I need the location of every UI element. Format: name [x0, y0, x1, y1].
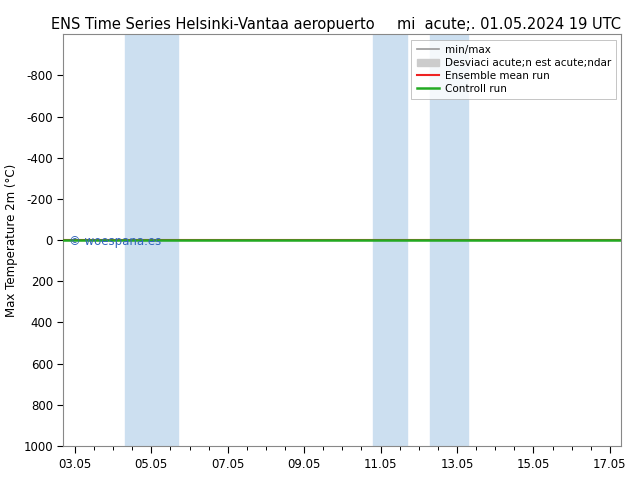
Text: © woespana.es: © woespana.es	[69, 235, 161, 248]
Bar	[124, 34, 152, 446]
Bar	[430, 34, 469, 446]
Text: mi  acute;. 01.05.2024 19 UTC: mi acute;. 01.05.2024 19 UTC	[398, 17, 621, 32]
Bar	[152, 34, 178, 446]
Bar	[373, 34, 407, 446]
Legend: min/max, Desviaci acute;n est acute;ndar, Ensemble mean run, Controll run: min/max, Desviaci acute;n est acute;ndar…	[411, 40, 616, 99]
Text: ENS Time Series Helsinki-Vantaa aeropuerto: ENS Time Series Helsinki-Vantaa aeropuer…	[51, 17, 374, 32]
Y-axis label: Max Temperature 2m (°C): Max Temperature 2m (°C)	[5, 164, 18, 317]
